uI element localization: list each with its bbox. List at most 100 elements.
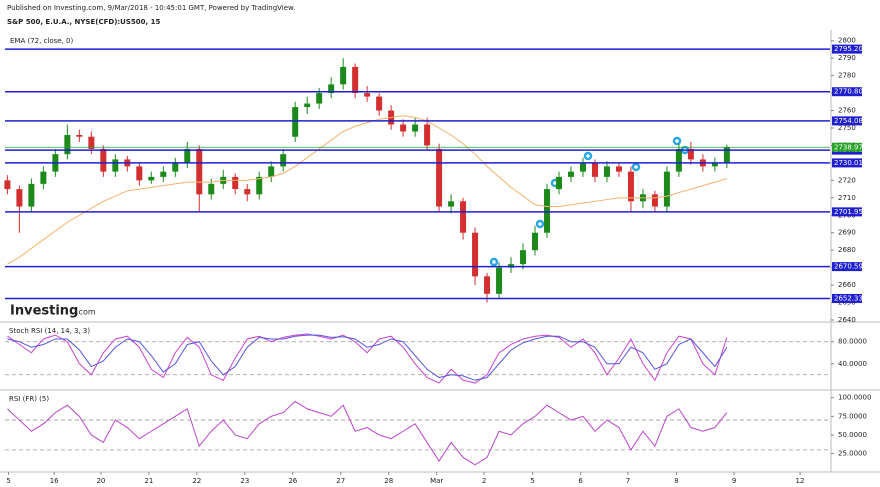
x-tick-label: 7 <box>626 477 630 485</box>
candle-body <box>40 171 47 184</box>
candle-body <box>675 148 682 172</box>
candle-body <box>304 103 311 108</box>
candle-body <box>555 176 562 190</box>
level-label: 2701.95 <box>834 208 863 216</box>
candle-body <box>651 194 658 207</box>
indicator-line <box>7 400 728 466</box>
level-label-box <box>832 87 862 97</box>
candle-body <box>280 154 287 167</box>
candle-body <box>268 166 275 177</box>
candle-body <box>4 180 11 190</box>
x-tick-label: 16 <box>50 477 59 485</box>
candle-body <box>723 147 730 163</box>
candle-body <box>208 183 215 195</box>
y-tick-label: 100.0000 <box>838 394 871 402</box>
last-price-label: 2738.97 <box>834 143 863 151</box>
candle-body <box>28 183 35 207</box>
y-tick-label: 2680 <box>838 246 856 254</box>
candle-body <box>364 93 371 97</box>
y-tick-label: 2750 <box>838 124 856 132</box>
y-tick-label: 2690 <box>838 229 856 237</box>
candle-body <box>544 189 551 233</box>
candle-body <box>687 148 694 160</box>
candle-body <box>256 176 263 195</box>
event-icon <box>672 136 682 146</box>
y-tick-label: 2760 <box>838 107 856 115</box>
x-tick-label: 9 <box>732 477 736 485</box>
candle-body <box>196 148 203 195</box>
level-label: 2652.33 <box>834 294 863 302</box>
candle-body <box>352 66 359 94</box>
y-tick-label: 2710 <box>838 194 856 202</box>
candle-body <box>400 124 407 132</box>
candle-body <box>172 162 179 172</box>
candle-body <box>448 201 455 207</box>
candle-body <box>328 84 335 94</box>
level-label-box <box>832 158 862 168</box>
y-tick-label: 2800 <box>838 37 856 45</box>
candle-body <box>532 232 539 251</box>
x-tick-label: 22 <box>192 477 201 485</box>
y-tick-label: 2720 <box>838 176 856 184</box>
x-tick-label: 12 <box>796 477 805 485</box>
event-icon <box>631 162 641 172</box>
candle-body <box>711 162 718 167</box>
candle-body <box>567 171 574 177</box>
y-tick-label: 2780 <box>838 72 856 80</box>
y-tick-label: 80.0000 <box>838 338 867 346</box>
chart-title: S&P 500, E.U.A., NYSE(CFD):US500, 15 <box>7 18 160 26</box>
candle-body <box>436 148 443 207</box>
x-tick-label: 5 <box>530 477 534 485</box>
candle-body <box>484 276 491 294</box>
candle-body <box>88 136 95 149</box>
panel-title: Stoch RSI (14, 14, 3, 3) <box>9 327 90 335</box>
y-tick-label: 50.0000 <box>838 431 867 439</box>
candle-body <box>76 134 83 137</box>
logo-suffix: .com <box>76 308 96 317</box>
x-tick-label: 26 <box>288 477 297 485</box>
candle-body <box>160 171 167 177</box>
candle-body <box>627 171 634 202</box>
indicator-line <box>7 333 728 384</box>
level-label: 2670.59 <box>834 263 863 271</box>
level-label-box <box>832 116 862 126</box>
candle-body <box>292 107 299 137</box>
y-tick-label: 25.0000 <box>838 450 867 458</box>
candle-body <box>520 250 527 265</box>
y-tick-label: 2640 <box>838 316 856 324</box>
candle-body <box>112 159 119 172</box>
x-tick-label: 28 <box>384 477 393 485</box>
panel-title: RSI (FR) (5) <box>9 395 49 403</box>
candle-body <box>424 124 431 146</box>
level-label: 2795.20 <box>834 45 863 53</box>
level-label-box <box>832 207 862 217</box>
y-tick-label: 2790 <box>838 54 856 62</box>
candle-body <box>148 176 155 181</box>
candle-body <box>460 201 467 233</box>
x-tick-label: 27 <box>336 477 345 485</box>
y-tick-label: 40.0000 <box>838 360 867 368</box>
level-label-box <box>832 293 862 303</box>
candle-body <box>232 176 239 190</box>
event-icon <box>583 151 593 161</box>
candle-body <box>64 134 71 155</box>
candle-body <box>615 166 622 172</box>
ema-label: EMA (72, close, 0) <box>10 37 73 45</box>
x-tick-label: 6 <box>578 477 583 485</box>
event-icon <box>535 219 545 229</box>
y-tick-label: 75.0000 <box>838 412 867 420</box>
candle-body <box>136 166 143 181</box>
candle-body <box>603 166 610 177</box>
candle-body <box>663 171 670 207</box>
candle-body <box>591 162 598 177</box>
event-icon <box>489 257 499 267</box>
candle-body <box>316 93 323 104</box>
candle-body <box>184 148 191 163</box>
candle-body <box>244 189 251 195</box>
x-tick-label: Mar <box>430 477 443 485</box>
x-tick-label: 2 <box>482 477 486 485</box>
x-tick-label: 21 <box>144 477 153 485</box>
level-label-box <box>832 262 862 272</box>
